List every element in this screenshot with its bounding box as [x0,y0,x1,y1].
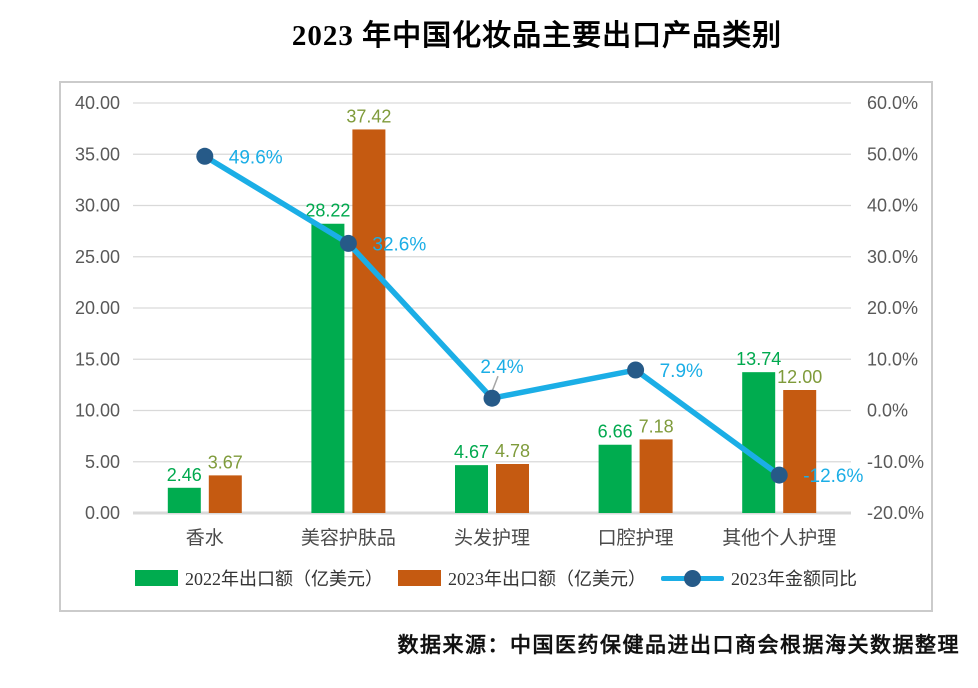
trend-marker [339,234,357,252]
legend: 2022年出口额（亿美元） 2023年出口额（亿美元） 2023年金额同比 [61,565,931,591]
bar-2023 [639,439,673,513]
trend-marker [483,389,501,407]
bar-value-label: 4.78 [495,441,530,461]
right-axis-tick-label: 30.0% [867,247,918,267]
category-label: 香水 [186,527,224,549]
chart-canvas: 40.00 35.00 30.00 25.00 20.00 15.00 10.00 5.00 0… [75,93,924,549]
bar-2023 [783,390,817,513]
right-axis-tick-label: 20.0% [867,298,918,318]
right-axis-tick-label: 40.0% [867,196,918,216]
bar-2022 [311,223,345,513]
legend-label-2022: 2022年出口额（亿美元） [185,569,383,589]
trend-value-label: 7.9% [660,361,703,382]
category-label: 头发护理 [454,527,530,549]
trend-value-label: 2.4% [480,357,523,378]
right-axis-tick-label: 0.0% [867,401,908,421]
left-axis-tick-label: 30.00 [75,196,120,216]
bar-value-label: 7.18 [639,416,674,436]
legend-line-marker-icon [661,569,724,587]
bar-2022 [455,465,488,513]
legend-item-trend-line: 2023年金额同比 [661,565,857,591]
category-label: 美容护肤品 [301,527,396,549]
bar-2022 [742,372,776,513]
left-axis-tick-label: 35.00 [75,144,120,164]
legend-label-2023: 2023年出口额（亿美元） [448,569,646,589]
bar-2022 [167,487,201,513]
right-axis-tick-label: 50.0% [867,144,918,164]
legend-swatch-2023-icon [398,570,441,586]
category-label: 口腔护理 [598,527,674,549]
legend-swatch-2022-icon [135,570,178,586]
left-axis-tick-label: 20.00 [75,298,120,318]
bar-2023 [352,129,386,513]
bar-value-label: 13.74 [736,349,781,369]
legend-item-2023-bar: 2023年出口额（亿美元） [398,565,646,591]
chart-title: 2023 年中国化妆品主要出口产品类别 [291,20,783,52]
bar-value-label: 28.22 [305,201,350,221]
trend-value-label: -12.6% [803,466,863,487]
trend-marker [770,466,788,484]
bar-2023 [496,464,529,513]
source-note: 数据来源：中国医药保健品进出口商会根据海关数据整理 [397,633,960,657]
trend-value-label: 32.6% [372,234,426,255]
bar-2022 [598,444,632,513]
chart-area: 40.00 35.00 30.00 25.00 20.00 15.00 10.00 5.00 0… [59,81,933,612]
bar-2023 [208,475,242,513]
legend-label-trend: 2023年金额同比 [731,569,857,589]
bar-value-label: 12.00 [777,367,822,387]
right-axis-tick-label: 60.0% [867,93,918,113]
bar-value-label: 37.42 [346,106,391,126]
bar-value-label: 3.67 [208,452,243,472]
left-axis-tick-label: 40.00 [75,93,120,113]
right-axis-tick-label: -10.0% [867,452,924,472]
left-axis-tick-label: 25.00 [75,247,120,267]
bar-value-label: 4.67 [454,442,489,462]
left-axis-tick-label: 0.00 [85,503,120,523]
right-axis-tick-label: -20.0% [867,503,924,523]
bar-value-label: 6.66 [598,422,633,442]
right-axis-tick-label: 10.0% [867,349,918,369]
trend-marker [196,147,214,165]
left-axis-tick-label: 5.00 [85,452,120,472]
category-label: 其他个人护理 [722,527,836,549]
trend-value-label: 49.6% [229,147,283,168]
bar-value-label: 2.46 [167,465,202,485]
left-axis-tick-label: 10.00 [75,401,120,421]
left-axis-tick-label: 15.00 [75,349,120,369]
legend-item-2022-bar: 2022年出口额（亿美元） [135,565,383,591]
trend-marker [627,361,645,379]
trend-line [202,153,782,478]
